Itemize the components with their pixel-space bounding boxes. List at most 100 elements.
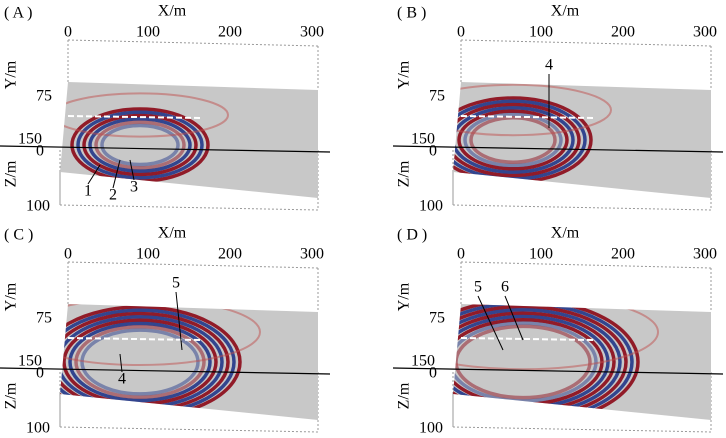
- wavefield: [453, 304, 659, 420]
- x-axis-label: X/m: [158, 3, 187, 20]
- x-tick-label: 0: [64, 24, 72, 41]
- z-tick-label: 100: [26, 420, 50, 437]
- y-axis-label: Y/m: [3, 282, 20, 311]
- box-edge: [67, 39, 319, 47]
- z-tick-label: 0: [36, 365, 44, 382]
- leader-line: [175, 291, 183, 351]
- panel-label: ( A ): [4, 5, 32, 22]
- panel-label: ( D ): [397, 227, 427, 244]
- leader-line: [129, 159, 135, 181]
- box-edge: [460, 39, 712, 47]
- wave-ring: [88, 117, 192, 173]
- leader-line: [477, 295, 504, 351]
- annotation: 3: [130, 179, 138, 196]
- box-edge: [460, 261, 712, 269]
- wave-ring: [457, 109, 569, 171]
- interface: [460, 337, 594, 341]
- z-tick-label: 0: [36, 143, 44, 160]
- annotation: 5: [172, 275, 180, 292]
- wave-ring: [74, 325, 206, 399]
- z-tick-label: 0: [429, 365, 437, 382]
- annotation: 1: [84, 183, 92, 200]
- y-tick-label: 75: [429, 88, 445, 105]
- y-tick-label: 75: [36, 88, 52, 105]
- section-line: [392, 145, 724, 153]
- annotation: 4: [545, 57, 553, 74]
- annotation: 6: [501, 279, 509, 296]
- x-tick-label: 100: [529, 24, 553, 41]
- annotation: 2: [109, 187, 117, 204]
- box-edge: [452, 204, 712, 211]
- wave-ring: [453, 106, 575, 174]
- box-edge: [59, 426, 319, 433]
- z-axis-label: Z/m: [3, 382, 20, 409]
- wave-ring: [453, 321, 598, 403]
- y-tick-label: 150: [18, 131, 42, 148]
- x-tick-label: 200: [218, 246, 242, 263]
- panel: ( A ) X/m 0 100 200 300 Y/m 75 150 Z/m 0 100 1 2 3: [0, 3, 331, 215]
- wave-ring: [100, 123, 180, 167]
- annotation: 4: [118, 371, 126, 388]
- interface: [460, 115, 594, 119]
- model-plane: [453, 304, 711, 420]
- x-tick-label: 200: [218, 24, 242, 41]
- section-line: [0, 145, 331, 153]
- panel-label: ( C ): [4, 227, 33, 244]
- y-tick-label: 150: [411, 131, 435, 148]
- y-tick-label: 150: [18, 353, 42, 370]
- panel: ( D ) X/m 0 100 200 300 Y/m 75 150 Z/m 0 100 5 6: [392, 225, 724, 437]
- y-tick-label: 150: [411, 353, 435, 370]
- x-tick-label: 0: [457, 24, 465, 41]
- interface: [67, 115, 201, 119]
- leader-line: [87, 164, 101, 185]
- leader-line: [119, 353, 123, 373]
- x-tick-label: 300: [300, 24, 324, 41]
- z-axis-label: Z/m: [396, 382, 413, 409]
- wave-ring: [453, 102, 581, 178]
- leader-line: [112, 159, 121, 189]
- x-tick-label: 300: [693, 246, 717, 263]
- wave-ring: [82, 113, 198, 177]
- panel: ( C ) X/m 0 100 200 300 Y/m 75 150 Z/m 0 100 5 4: [0, 225, 331, 437]
- box-edge: [67, 261, 319, 269]
- box-edge: [59, 204, 319, 211]
- x-tick-label: 100: [136, 246, 160, 263]
- x-tick-label: 300: [300, 246, 324, 263]
- panel: ( B ) X/m 0 100 200 300 Y/m 75 150 Z/m 0 100 4: [392, 3, 724, 215]
- wave-ring: [76, 110, 204, 180]
- wave-ring: [453, 304, 634, 420]
- wave-ring: [454, 324, 592, 400]
- y-axis-label: Y/m: [396, 282, 413, 311]
- wave-ring: [60, 304, 261, 366]
- y-axis-label: Y/m: [396, 60, 413, 89]
- x-tick-label: 100: [136, 24, 160, 41]
- interface: [67, 337, 201, 341]
- z-tick-label: 100: [419, 198, 443, 215]
- x-tick-label: 300: [693, 24, 717, 41]
- wave-ring: [68, 321, 212, 403]
- x-axis-label: X/m: [158, 225, 187, 242]
- z-axis-label: Z/m: [3, 160, 20, 187]
- x-tick-label: 200: [611, 246, 635, 263]
- x-tick-label: 100: [529, 246, 553, 263]
- wave-ring: [453, 304, 640, 420]
- x-axis-label: X/m: [551, 3, 580, 20]
- y-tick-label: 75: [429, 310, 445, 327]
- z-tick-label: 100: [419, 420, 443, 437]
- z-tick-label: 0: [429, 143, 437, 160]
- z-tick-label: 100: [26, 198, 50, 215]
- z-axis-label: Z/m: [396, 160, 413, 187]
- y-tick-label: 75: [36, 310, 52, 327]
- annotation: 5: [474, 279, 482, 296]
- x-tick-label: 0: [457, 246, 465, 263]
- wave-ring: [94, 120, 186, 170]
- wave-ring: [60, 92, 229, 138]
- leader-line: [504, 295, 524, 341]
- wave-ring: [463, 112, 563, 168]
- section-line: [392, 367, 724, 375]
- section-line: [0, 367, 331, 375]
- wave-ring: [469, 116, 557, 164]
- y-axis-label: Y/m: [3, 60, 20, 89]
- wave-ring: [453, 304, 659, 371]
- panel-label: ( B ): [397, 5, 426, 22]
